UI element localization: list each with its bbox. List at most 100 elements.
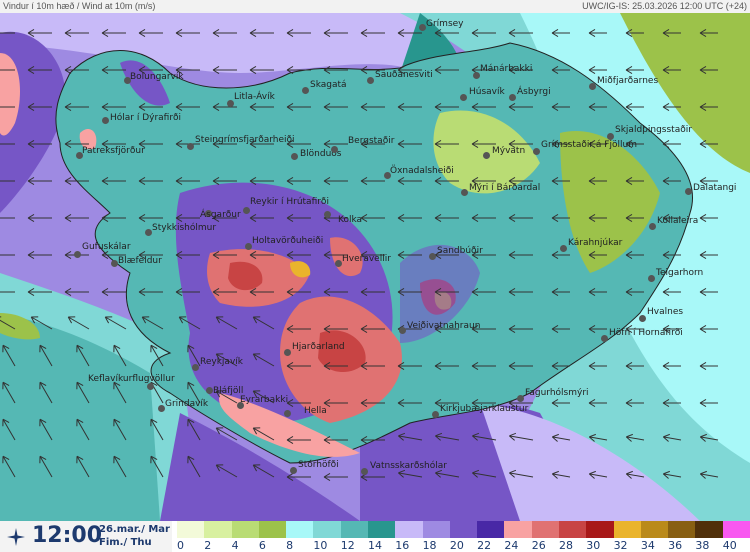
station-marker[interactable] — [145, 229, 152, 236]
station-label: Dalatangi — [693, 183, 737, 193]
legend-tick: 4 — [231, 539, 239, 552]
station-marker[interactable] — [607, 133, 614, 140]
wind-arrow-icon — [397, 176, 422, 186]
station-marker[interactable] — [649, 223, 656, 230]
wind-arrow-icon — [699, 361, 718, 371]
wind-arrow-icon — [0, 143, 15, 145]
station-marker[interactable] — [111, 260, 118, 267]
wind-arrow-icon — [212, 176, 237, 186]
station-marker[interactable] — [291, 153, 298, 160]
wind-arrow-icon — [551, 250, 570, 260]
station-marker[interactable] — [187, 143, 194, 150]
station-marker[interactable] — [331, 146, 338, 153]
wind-arrow-icon — [508, 361, 533, 371]
wind-arrow-icon — [212, 213, 237, 223]
wind-arrows — [0, 28, 719, 482]
station-label: Skagatá — [310, 80, 347, 90]
station-marker[interactable] — [429, 253, 436, 260]
wind-arrow-icon — [212, 28, 237, 38]
wind-arrow-icon — [588, 213, 607, 223]
station-marker[interactable] — [227, 100, 234, 107]
wind-arrow-icon — [435, 469, 460, 478]
station-marker[interactable] — [290, 467, 297, 474]
wind-arrow-icon — [471, 398, 496, 408]
wind-arrow-icon — [286, 287, 311, 297]
wind-arrow-icon — [662, 65, 681, 75]
station-label: Ásgarður — [200, 210, 241, 220]
station-marker[interactable] — [102, 117, 109, 124]
station-label: Mývatn — [492, 146, 526, 156]
station-label: Vatnsskarðshólar — [370, 461, 447, 471]
wind-arrow-icon — [699, 176, 718, 186]
station-marker[interactable] — [685, 188, 692, 195]
legend-swatch — [640, 521, 669, 538]
station-marker[interactable] — [284, 349, 291, 356]
legend-swatch — [722, 521, 750, 538]
station-marker[interactable] — [460, 94, 467, 101]
wind-arrow-icon — [113, 418, 127, 441]
station-marker[interactable] — [76, 152, 83, 159]
wind-arrow-icon — [150, 455, 164, 478]
station-marker[interactable] — [648, 275, 655, 282]
station-marker[interactable] — [560, 245, 567, 252]
wind-arrow-icon — [588, 250, 607, 260]
station-marker[interactable] — [601, 335, 608, 342]
wind-arrow-icon — [471, 287, 496, 297]
wind-arrow-icon — [588, 324, 607, 334]
station-marker[interactable] — [324, 211, 331, 218]
station-marker[interactable] — [509, 94, 516, 101]
station-marker[interactable] — [206, 387, 213, 394]
station-marker[interactable] — [361, 468, 368, 475]
station-label: Mánárbakki — [480, 64, 533, 74]
wind-arrow-icon — [434, 28, 459, 38]
station-marker[interactable] — [517, 395, 524, 402]
station-marker[interactable] — [124, 77, 131, 84]
wind-arrow-icon — [27, 65, 52, 75]
station-marker[interactable] — [399, 327, 406, 334]
station-marker[interactable] — [284, 410, 291, 417]
station-marker[interactable] — [237, 402, 244, 409]
legend-swatch — [559, 521, 587, 538]
wind-arrow-icon — [323, 398, 348, 408]
wind-arrow-icon — [101, 176, 126, 186]
legend-tick: 24 — [504, 539, 519, 552]
legend-tick: 20 — [449, 539, 464, 552]
station-marker[interactable] — [147, 383, 154, 390]
station-marker[interactable] — [419, 24, 426, 31]
station-marker[interactable] — [192, 364, 199, 371]
wind-arrow-icon — [323, 324, 348, 334]
station-marker[interactable] — [245, 243, 252, 250]
station-label: Blönduós — [300, 149, 342, 159]
wind-arrow-icon — [27, 139, 52, 149]
station-marker[interactable] — [461, 189, 468, 196]
wind-arrow-icon — [360, 435, 385, 445]
station-marker[interactable] — [335, 260, 342, 267]
wind-arrow-icon — [471, 324, 496, 334]
station-marker[interactable] — [533, 148, 540, 155]
station-marker[interactable] — [639, 315, 646, 322]
wind-arrow-icon — [249, 176, 274, 186]
wind-arrow-icon — [588, 433, 608, 442]
station-marker[interactable] — [74, 251, 81, 258]
legend-tick: 38 — [695, 539, 710, 552]
station-marker[interactable] — [483, 152, 490, 159]
station-label: Bergstaðir — [348, 136, 395, 146]
station-marker[interactable] — [589, 83, 596, 90]
wind-speed-legend: 0 2 4 6 8 10 12 14 16 18 20 22 24 26 28 30 32 34 36 38 40 — [177, 521, 750, 552]
station-label: Hveravellir — [342, 254, 391, 264]
wind-arrow-icon — [397, 361, 422, 371]
station-marker[interactable] — [205, 210, 212, 217]
wind-map[interactable]: Grímsey Bolungarvík Hólar í Dýrafirði Patre… — [0, 13, 750, 521]
station-marker[interactable] — [367, 77, 374, 84]
station-marker[interactable] — [158, 405, 165, 412]
station-marker[interactable] — [432, 411, 439, 418]
station-label: Gufuskálar — [82, 242, 131, 252]
wind-arrow-icon — [625, 398, 644, 408]
wind-arrow-icon — [625, 470, 645, 479]
station-marker[interactable] — [384, 172, 391, 179]
station-marker[interactable] — [302, 87, 309, 94]
station-marker[interactable] — [473, 72, 480, 79]
station-marker[interactable] — [243, 207, 250, 214]
wind-arrow-icon — [175, 250, 200, 260]
wind-arrow-icon — [104, 316, 127, 330]
